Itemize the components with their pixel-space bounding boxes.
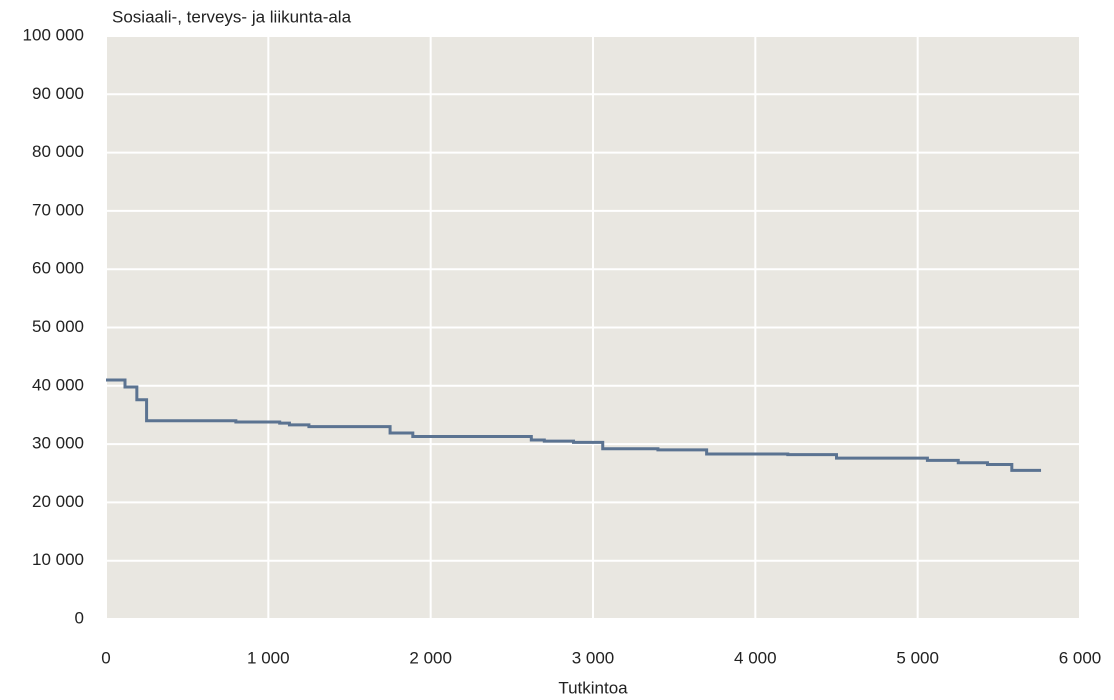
x-tick-label: 3 000 (572, 648, 615, 667)
y-tick-label: 0 (75, 608, 84, 627)
y-tick-label: 60 000 (32, 259, 84, 278)
y-tick-label: 40 000 (32, 375, 84, 394)
y-tick-label: 10 000 (32, 550, 84, 569)
y-tick-label: 30 000 (32, 434, 84, 453)
x-tick-label: 2 000 (409, 648, 452, 667)
y-tick-label: 20 000 (32, 492, 84, 511)
step-line (106, 378, 1042, 472)
x-tick-label: 0 (101, 648, 110, 667)
y-tick-label: 70 000 (32, 200, 84, 219)
y-tick-label: 50 000 (32, 317, 84, 336)
x-tick-label: 6 000 (1059, 648, 1102, 667)
y-tick-label: 90 000 (32, 84, 84, 103)
chart-title: Sosiaali-, terveys- ja liikunta-ala (112, 7, 352, 26)
x-tick-label: 5 000 (896, 648, 939, 667)
x-axis-label: Tutkintoa (558, 678, 628, 697)
x-tick-label: 4 000 (734, 648, 777, 667)
x-tick-label: 1 000 (247, 648, 290, 667)
y-tick-label: 100 000 (23, 25, 84, 44)
y-tick-label: 80 000 (32, 142, 84, 161)
